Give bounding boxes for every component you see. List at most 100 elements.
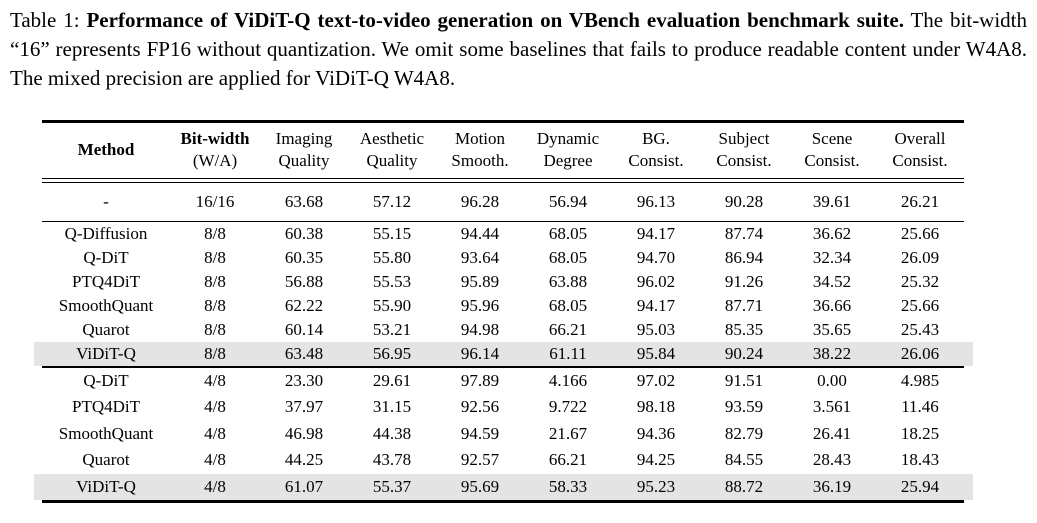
table-cell: 58.33	[548, 476, 588, 496]
table-cell: 36.19	[812, 476, 852, 496]
table-cell: SmoothQuant	[58, 296, 154, 315]
table-cell: 88.72	[724, 476, 764, 496]
table-row: SmoothQuant 8/8 62.22 55.90 95.96 68.05 94.17 8…	[42, 294, 964, 318]
table-cell: 53.21	[372, 320, 412, 339]
table-row: Quarot 4/8 44.25 43.78 92.57 66.21 94.25 84.55 2…	[42, 447, 964, 474]
section-divider-rule	[42, 366, 964, 368]
table-cell: 36.66	[812, 296, 852, 315]
table-cell: 4.985	[900, 370, 940, 390]
table-cell: 93.64	[460, 248, 500, 267]
table-cell: 94.44	[460, 224, 500, 243]
header-cell: Overall Consist.	[892, 129, 948, 170]
table-cell: 90.28	[724, 191, 764, 211]
table-cell: 96.14	[460, 344, 500, 363]
table-row: Q-DiT 4/8 23.30 29.61 97.89 4.166 97.02 91.51 0.…	[42, 368, 964, 395]
table-cell: 3.561	[812, 397, 852, 417]
table-row: PTQ4DiT 8/8 56.88 55.53 95.89 63.88 96.02 91.26…	[42, 270, 964, 294]
table-cell: 55.90	[372, 296, 412, 315]
header-cell: Bit-width (W/A)	[180, 129, 250, 170]
table-row: - 16/16 63.68 57.12 96.28 56.94 96.13 90.28 39.6…	[42, 183, 964, 221]
table-cell: 35.65	[812, 320, 852, 339]
table-cell: 98.18	[636, 397, 676, 417]
table-caption: Table 1: Performance of ViDiT-Q text-to-…	[10, 6, 1027, 93]
table-cell: 25.94	[900, 476, 940, 496]
header-cell: Dynamic Degree	[536, 129, 600, 170]
table-cell: 62.22	[284, 296, 324, 315]
header-cell: Scene Consist.	[804, 129, 860, 170]
table-cell: 4/8	[204, 450, 226, 470]
section-divider-rule	[42, 220, 964, 222]
table-cell: 56.94	[548, 191, 588, 211]
table-cell: 90.24	[724, 344, 764, 363]
table-cell: 61.07	[284, 476, 324, 496]
table-cell: 94.98	[460, 320, 500, 339]
table-cell: Q-DiT	[83, 370, 129, 390]
table-cell: 32.34	[812, 248, 852, 267]
table-cell: 8/8	[204, 248, 226, 267]
table-cell: 4.166	[548, 370, 588, 390]
table-cell: 43.78	[372, 450, 412, 470]
table-cell: PTQ4DiT	[72, 272, 140, 291]
header-cell: Motion Smooth.	[451, 129, 509, 170]
table-cell: 95.23	[636, 476, 676, 496]
table-cell: 26.09	[900, 248, 940, 267]
table-cell: 95.84	[636, 344, 676, 363]
table-cell: 94.59	[460, 423, 500, 443]
table-cell: 94.70	[636, 248, 676, 267]
table-section: - 16/16 63.68 57.12 96.28 56.94 96.13 90.28 39.6…	[42, 183, 964, 221]
table-cell: 34.52	[812, 272, 852, 291]
table-cell: 18.43	[900, 450, 940, 470]
table-cell: 38.22	[812, 344, 852, 363]
table-cell: 25.43	[900, 320, 940, 339]
table-cell: 66.21	[548, 320, 588, 339]
table-cell: 16/16	[195, 191, 235, 211]
table-row: Q-DiT 8/8 60.35 55.80 93.64 68.05 94.70 86.94 32…	[42, 246, 964, 270]
table-row: PTQ4DiT 4/8 37.97 31.15 92.56 9.722 98.18 93.59…	[42, 394, 964, 421]
table-cell: 18.25	[900, 423, 940, 443]
table-cell: ViDiT-Q	[76, 476, 136, 496]
table-bottom-rule	[42, 500, 964, 503]
table-cell: 8/8	[204, 272, 226, 291]
table-cell: SmoothQuant	[58, 423, 154, 443]
table-cell: 26.06	[900, 344, 940, 363]
table-cell: 31.15	[372, 397, 412, 417]
table-cell: ViDiT-Q	[76, 344, 136, 363]
table-cell: PTQ4DiT	[72, 397, 140, 417]
table-cell: 96.13	[636, 191, 676, 211]
table-cell: 68.05	[548, 224, 588, 243]
table-cell: 0.00	[817, 370, 847, 390]
table-row: ViDiT-Q 8/8 63.48 56.95 96.14 61.11 95.84 90.24…	[42, 342, 964, 366]
table-cell: Quarot	[82, 320, 130, 339]
table-row: Quarot 8/8 60.14 53.21 94.98 66.21 95.03 85.35 3…	[42, 318, 964, 342]
table-cell: 25.32	[900, 272, 940, 291]
table-cell: Q-Diffusion	[64, 224, 148, 243]
table-cell: 61.11	[549, 344, 587, 363]
table-cell: 39.61	[812, 191, 852, 211]
table-cell: 44.25	[284, 450, 324, 470]
table-cell: 66.21	[548, 450, 588, 470]
table-cell: Quarot	[82, 450, 130, 470]
table-cell: 25.66	[900, 296, 940, 315]
table-cell: 25.66	[900, 224, 940, 243]
table-cell: 9.722	[548, 397, 588, 417]
table-cell: 92.57	[460, 450, 500, 470]
header-cell: Imaging Quality	[275, 129, 333, 170]
table-cell: 68.05	[548, 248, 588, 267]
table-cell: Q-DiT	[83, 248, 129, 267]
table-cell: 87.74	[724, 224, 764, 243]
table-top-rule	[42, 120, 964, 123]
caption-body: The bit-width “16” represents FP16 witho…	[10, 8, 1028, 90]
table-cell: 8/8	[204, 344, 226, 363]
table-cell: 95.69	[460, 476, 500, 496]
table-cell: 63.48	[284, 344, 324, 363]
table-cell: 55.15	[372, 224, 412, 243]
table-cell: 4/8	[204, 397, 226, 417]
table-cell: 55.80	[372, 248, 412, 267]
table-cell: 4/8	[204, 423, 226, 443]
header-double-rule	[42, 178, 964, 183]
table-cell: 86.94	[724, 248, 764, 267]
table-cell: 97.02	[636, 370, 676, 390]
table-cell: 94.25	[636, 450, 676, 470]
table-section: Q-DiT 4/8 23.30 29.61 97.89 4.166 97.02 91.51 0.…	[42, 368, 964, 500]
table-cell: 95.03	[636, 320, 676, 339]
